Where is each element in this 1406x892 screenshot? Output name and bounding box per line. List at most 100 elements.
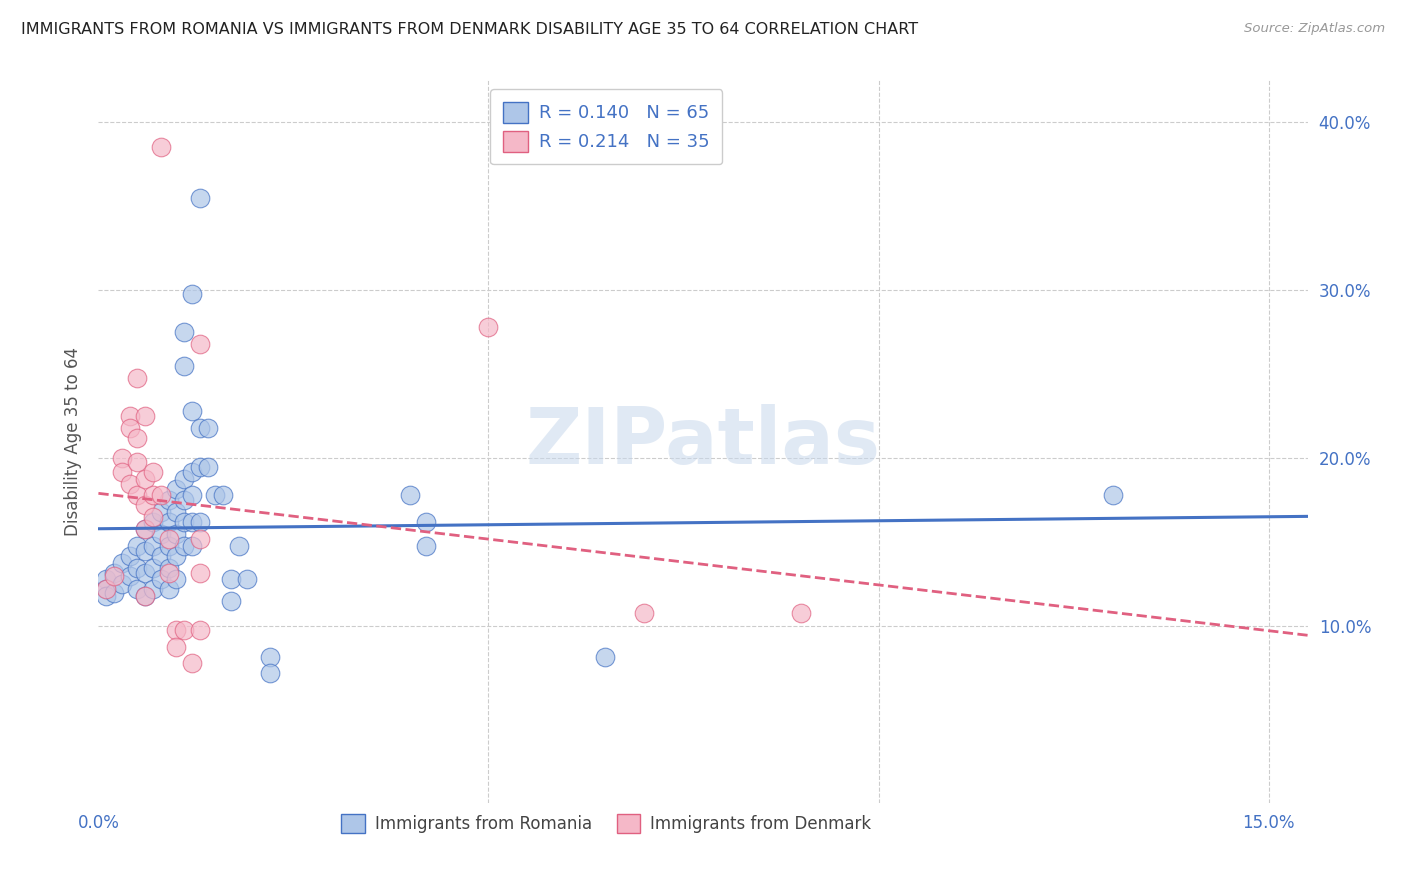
Point	[415, 515, 437, 529]
Point	[197, 459, 219, 474]
Point	[96, 589, 118, 603]
Point	[157, 560, 180, 574]
Point	[165, 572, 187, 586]
Point	[181, 515, 204, 529]
Point	[197, 421, 219, 435]
Point	[127, 370, 149, 384]
Point	[188, 623, 211, 637]
Point	[134, 589, 156, 603]
Point	[188, 459, 211, 474]
Point	[111, 577, 134, 591]
Point	[165, 527, 187, 541]
Point	[149, 505, 172, 519]
Point	[173, 471, 195, 485]
Point	[118, 421, 141, 435]
Point	[134, 409, 156, 424]
Point	[188, 421, 211, 435]
Point	[595, 649, 617, 664]
Point	[134, 499, 156, 513]
Point	[142, 465, 165, 479]
Point	[111, 465, 134, 479]
Point	[96, 572, 118, 586]
Point	[157, 566, 180, 580]
Point	[127, 431, 149, 445]
Point	[157, 539, 180, 553]
Point	[259, 649, 281, 664]
Point	[477, 320, 499, 334]
Point	[134, 522, 156, 536]
Point	[118, 476, 141, 491]
Point	[181, 286, 204, 301]
Point	[149, 527, 172, 541]
Point	[204, 488, 226, 502]
Point	[118, 569, 141, 583]
Point	[235, 572, 257, 586]
Point	[219, 572, 242, 586]
Point	[188, 337, 211, 351]
Point	[173, 326, 195, 340]
Point	[111, 451, 134, 466]
Point	[181, 657, 204, 671]
Point	[173, 515, 195, 529]
Legend: Immigrants from Romania, Immigrants from Denmark: Immigrants from Romania, Immigrants from…	[329, 803, 883, 845]
Text: IMMIGRANTS FROM ROMANIA VS IMMIGRANTS FROM DENMARK DISABILITY AGE 35 TO 64 CORRE: IMMIGRANTS FROM ROMANIA VS IMMIGRANTS FR…	[21, 22, 918, 37]
Point	[127, 560, 149, 574]
Point	[142, 488, 165, 502]
Point	[399, 488, 422, 502]
Point	[415, 539, 437, 553]
Point	[103, 569, 125, 583]
Point	[181, 404, 204, 418]
Point	[173, 493, 195, 508]
Point	[157, 532, 180, 546]
Point	[134, 471, 156, 485]
Point	[103, 566, 125, 580]
Point	[149, 488, 172, 502]
Point	[127, 539, 149, 553]
Point	[157, 582, 180, 597]
Point	[165, 505, 187, 519]
Point	[188, 532, 211, 546]
Text: ZIPatlas: ZIPatlas	[526, 403, 880, 480]
Point	[127, 488, 149, 502]
Point	[149, 549, 172, 563]
Point	[188, 515, 211, 529]
Y-axis label: Disability Age 35 to 64: Disability Age 35 to 64	[63, 347, 82, 536]
Point	[142, 560, 165, 574]
Point	[96, 582, 118, 597]
Point	[134, 566, 156, 580]
Point	[1101, 488, 1123, 502]
Point	[165, 623, 187, 637]
Point	[165, 482, 187, 496]
Point	[173, 359, 195, 373]
Point	[165, 549, 187, 563]
Point	[219, 594, 242, 608]
Point	[188, 566, 211, 580]
Point	[149, 572, 172, 586]
Point	[228, 539, 250, 553]
Point	[103, 586, 125, 600]
Point	[157, 493, 180, 508]
Point	[173, 539, 195, 553]
Point	[212, 488, 235, 502]
Point	[134, 522, 156, 536]
Point	[259, 666, 281, 681]
Point	[142, 510, 165, 524]
Point	[118, 409, 141, 424]
Point	[142, 539, 165, 553]
Point	[134, 589, 156, 603]
Point	[181, 488, 204, 502]
Point	[111, 556, 134, 570]
Point	[96, 582, 118, 597]
Point	[127, 455, 149, 469]
Point	[789, 606, 811, 620]
Text: Source: ZipAtlas.com: Source: ZipAtlas.com	[1244, 22, 1385, 36]
Point	[134, 543, 156, 558]
Point	[149, 140, 172, 154]
Point	[142, 515, 165, 529]
Point	[173, 623, 195, 637]
Point	[181, 539, 204, 553]
Point	[181, 465, 204, 479]
Point	[633, 606, 655, 620]
Point	[118, 549, 141, 563]
Point	[157, 515, 180, 529]
